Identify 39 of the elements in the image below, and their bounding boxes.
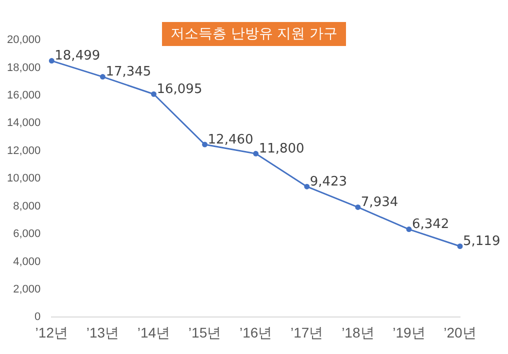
- x-tick-label: ’12년: [35, 324, 68, 340]
- data-label: 6,342: [412, 217, 450, 232]
- x-tick-label: ’13년: [86, 324, 120, 340]
- data-label: 18,499: [54, 48, 100, 64]
- data-label: 11,800: [258, 142, 304, 157]
- y-tick-label: 14,000: [6, 117, 41, 130]
- y-tick-label: 18,000: [6, 62, 41, 74]
- data-label: 7,934: [360, 195, 398, 210]
- y-tick-label: 20,000: [6, 34, 41, 46]
- x-tick-label: ’19년: [392, 324, 426, 340]
- point: [253, 150, 259, 156]
- x-tick-label: ’16년: [239, 324, 272, 340]
- data-label: 12,460: [208, 132, 254, 148]
- point: [150, 91, 156, 97]
- y-tick-label: 16,000: [6, 89, 41, 102]
- x-tick-label: ’14년: [137, 324, 170, 340]
- data-label: 17,345: [106, 64, 152, 80]
- x-tick-label: ’17년: [290, 324, 324, 340]
- y-tick-label: 6,000: [13, 228, 41, 240]
- chart-title: 저소득층 난방유 지원 가구: [162, 22, 346, 46]
- point: [304, 184, 310, 190]
- data-label: 9,423: [310, 174, 348, 190]
- data-label: 5,119: [463, 234, 500, 250]
- y-tick-label: 0: [34, 311, 41, 324]
- y-tick-label: 8,000: [13, 200, 41, 212]
- x-tick-label: ’20년: [444, 324, 476, 340]
- x-tick-label: ’15년: [188, 324, 222, 340]
- point: [48, 58, 54, 64]
- y-tick-label: 4,000: [13, 256, 41, 268]
- data-label: 16,095: [156, 82, 202, 97]
- point: [457, 244, 463, 249]
- y-tick-label: 12,000: [6, 144, 41, 157]
- point: [355, 204, 361, 210]
- point: [406, 226, 412, 232]
- point: [202, 142, 208, 148]
- y-tick-label: 2,000: [13, 284, 41, 296]
- point: [100, 74, 106, 80]
- y-tick-label: 10,000: [6, 172, 41, 185]
- x-tick-label: ’18년: [342, 324, 374, 340]
